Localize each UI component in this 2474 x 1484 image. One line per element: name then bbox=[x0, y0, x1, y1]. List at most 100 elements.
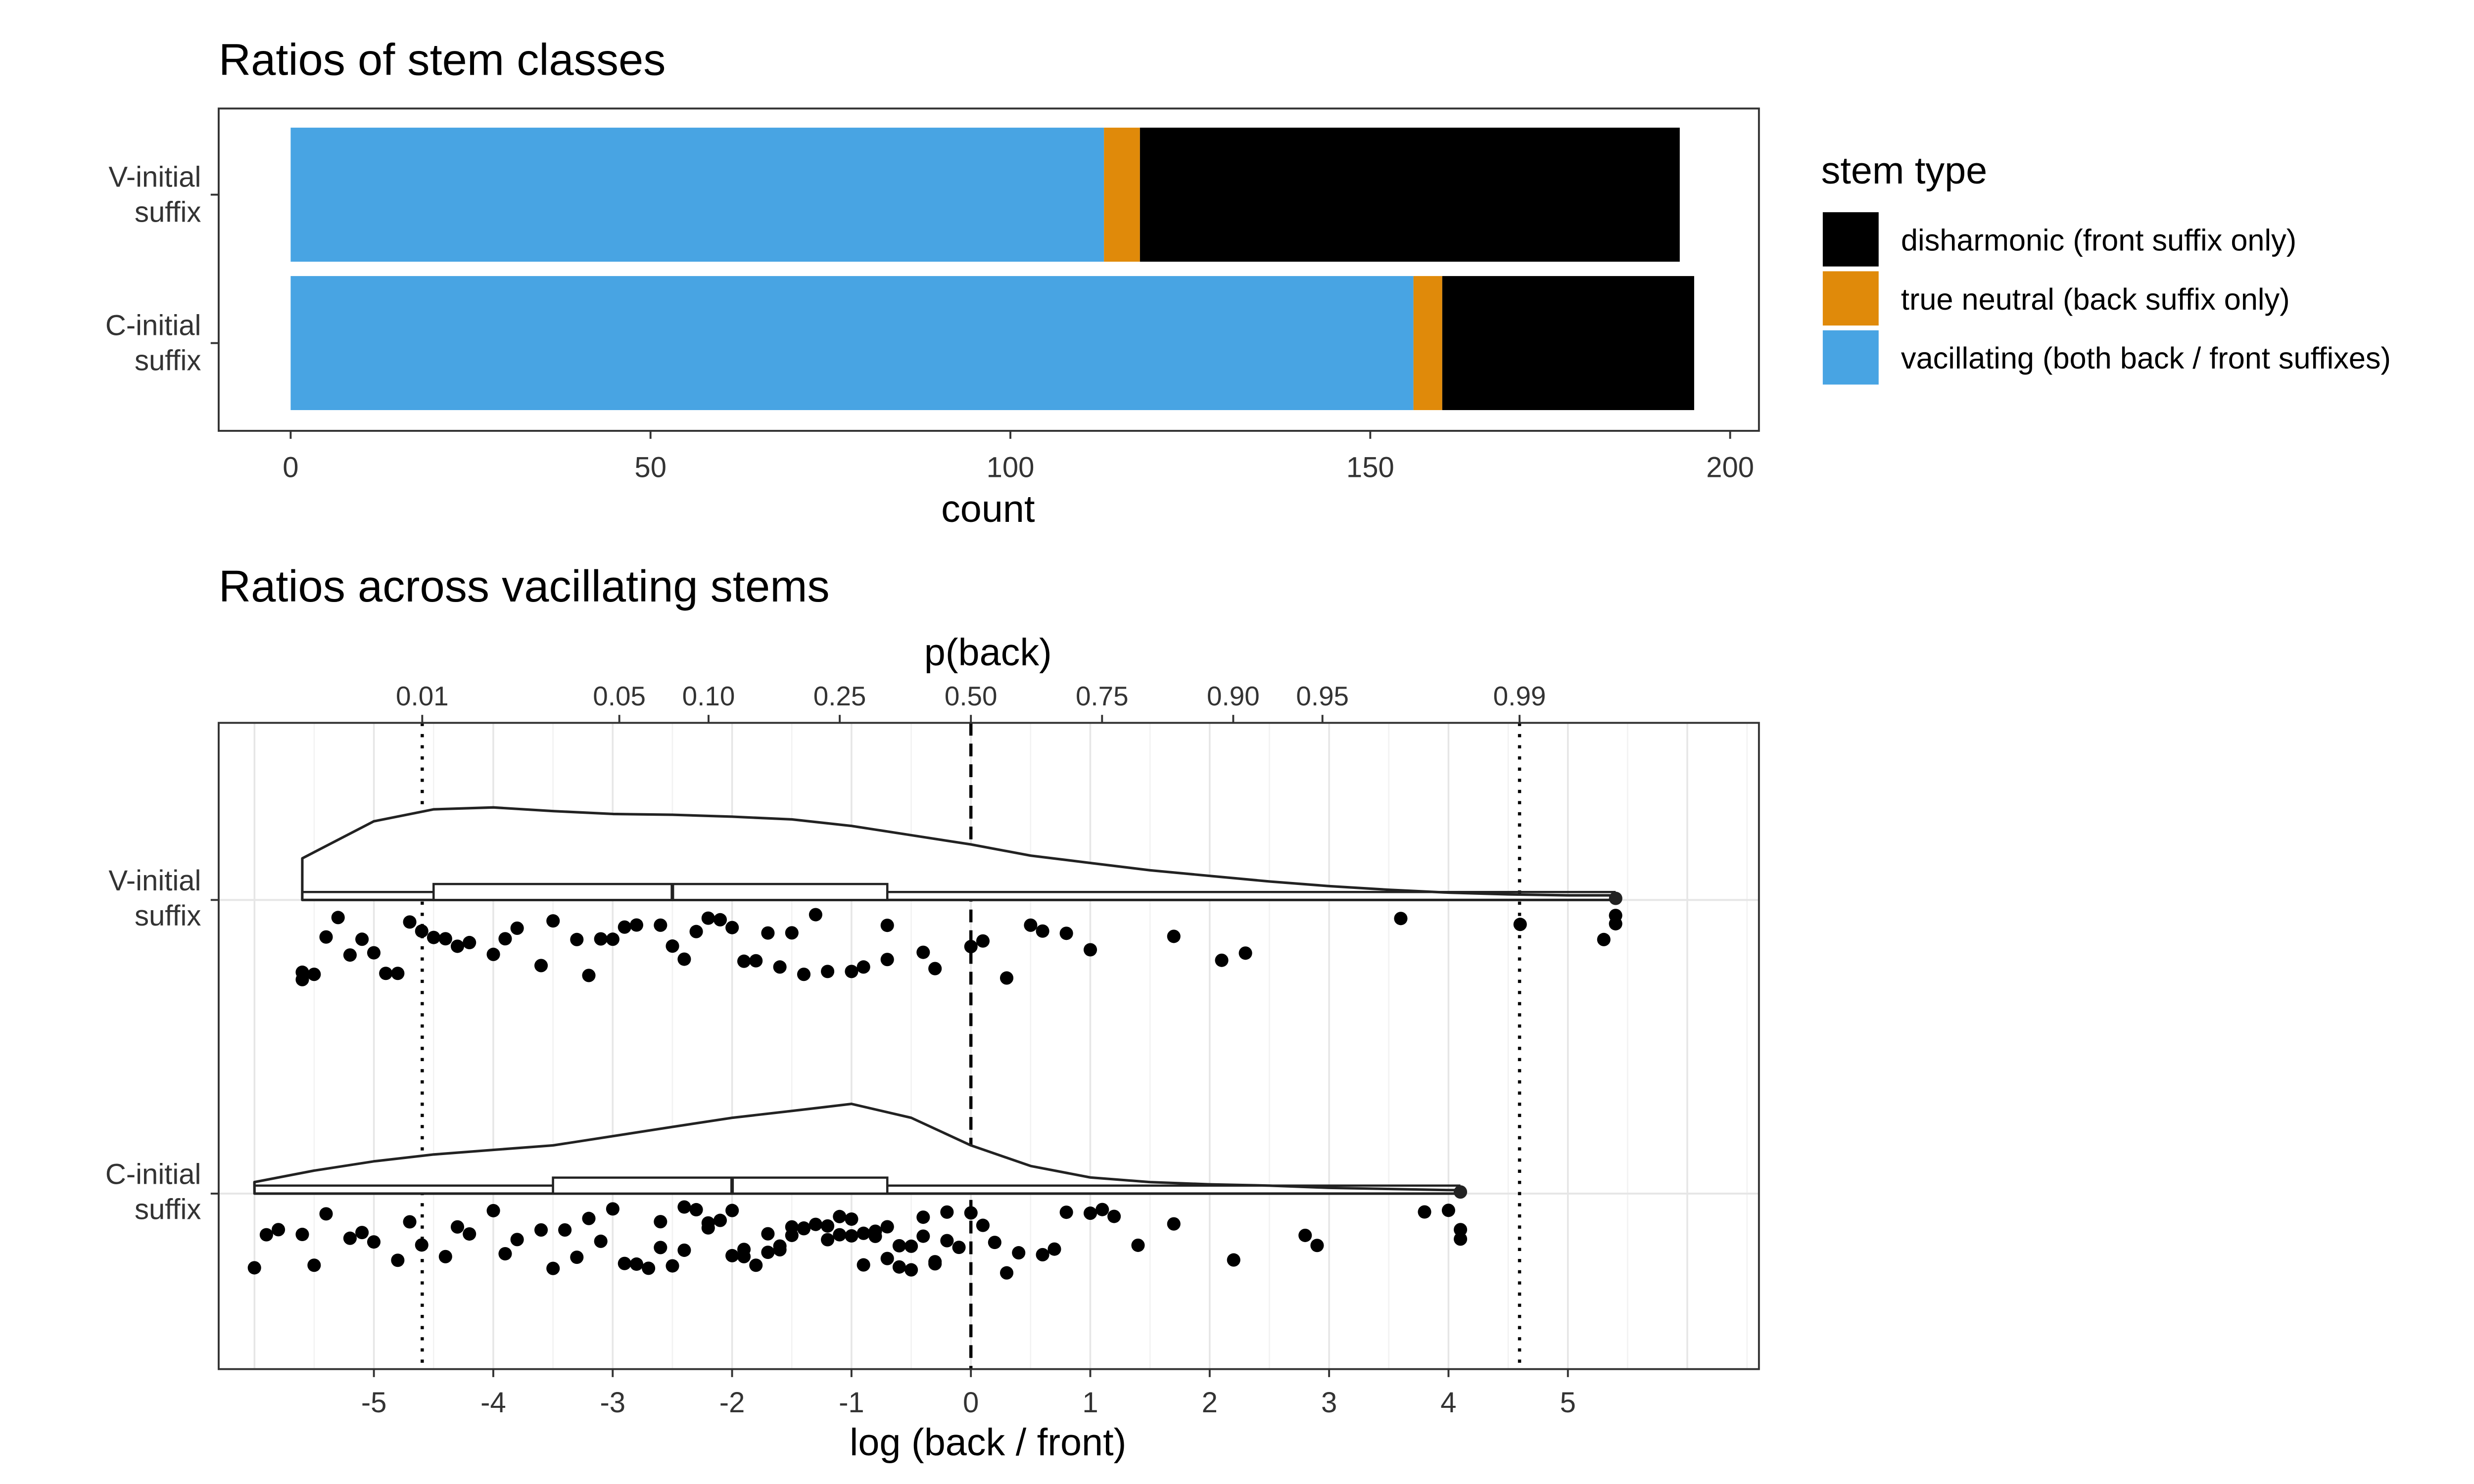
data-point bbox=[486, 1204, 500, 1217]
data-point bbox=[450, 939, 465, 953]
bar-x-tick-label: 100 bbox=[987, 452, 1035, 484]
data-point bbox=[964, 940, 978, 954]
raincloud-y-tick-labels: V-initial suffix C-initial suffix bbox=[105, 865, 219, 1226]
raincloud-x-axis-title: log (back / front) bbox=[850, 1421, 1126, 1464]
data-point bbox=[940, 1234, 954, 1248]
data-point bbox=[1454, 1223, 1468, 1237]
density-curve bbox=[301, 806, 1617, 901]
data-point bbox=[403, 915, 417, 929]
data-point bbox=[438, 1250, 452, 1263]
raincloud-groups bbox=[247, 806, 1622, 1280]
data-point bbox=[725, 921, 739, 934]
data-point bbox=[629, 918, 643, 932]
raincloud-x-tick-label: 3 bbox=[1321, 1387, 1337, 1419]
data-point bbox=[713, 913, 727, 927]
data-point bbox=[988, 1236, 1001, 1250]
data-point bbox=[415, 924, 428, 938]
legend: disharmonic (front suffix only) true neut… bbox=[1822, 212, 2391, 385]
data-point bbox=[438, 932, 452, 946]
bar-segment-v-initial-2 bbox=[1140, 128, 1680, 262]
box-iqr bbox=[432, 882, 889, 901]
data-point bbox=[1131, 1238, 1145, 1252]
data-point bbox=[319, 930, 333, 944]
data-point bbox=[391, 967, 405, 980]
data-point bbox=[1454, 1232, 1468, 1246]
box-iqr bbox=[552, 1176, 889, 1195]
raincloud-x-tick-label: -5 bbox=[361, 1387, 387, 1419]
raincloud-top-tick-label: 0.10 bbox=[682, 681, 735, 711]
bar-x-axis-title: count bbox=[941, 488, 1035, 530]
data-point bbox=[856, 960, 870, 974]
data-point bbox=[606, 1202, 619, 1216]
data-point bbox=[498, 932, 512, 946]
data-point bbox=[964, 1206, 978, 1220]
data-point bbox=[701, 1216, 715, 1230]
data-point bbox=[940, 1205, 954, 1219]
legend-label: disharmonic (front suffix only) bbox=[1901, 223, 2296, 257]
raincloud-x-tick-label: 2 bbox=[1202, 1387, 1218, 1419]
data-point bbox=[606, 932, 619, 946]
bar-x-tick-label: 50 bbox=[634, 452, 666, 484]
bar-chart-title: Ratios of stem classes bbox=[219, 35, 666, 85]
data-point bbox=[295, 973, 309, 986]
data-point bbox=[1036, 924, 1049, 938]
data-point bbox=[976, 1218, 990, 1232]
legend-swatch bbox=[1822, 271, 1879, 326]
data-point bbox=[833, 1228, 847, 1242]
data-point bbox=[259, 1228, 273, 1242]
data-point bbox=[976, 934, 990, 948]
bar-segment-c-initial-1 bbox=[1413, 276, 1442, 411]
data-point bbox=[999, 971, 1014, 985]
data-point bbox=[1310, 1239, 1324, 1252]
data-point bbox=[880, 953, 894, 967]
data-point bbox=[845, 1229, 858, 1243]
raincloud-group-c-initial bbox=[247, 1103, 1468, 1280]
data-point bbox=[1059, 1206, 1073, 1219]
raincloud-x-tick-label: 4 bbox=[1440, 1387, 1456, 1419]
data-point bbox=[355, 1226, 369, 1240]
raincloud-group-v-initial bbox=[295, 806, 1622, 986]
data-point bbox=[797, 1221, 811, 1235]
bar-x-tick-label: 0 bbox=[283, 452, 298, 484]
data-point bbox=[1238, 946, 1252, 960]
data-point bbox=[880, 919, 894, 932]
data-point bbox=[367, 1235, 381, 1249]
data-point bbox=[761, 1246, 775, 1259]
bar-x-tick-label: 150 bbox=[1346, 452, 1394, 484]
data-point bbox=[594, 1234, 608, 1248]
data-point bbox=[701, 911, 715, 925]
data-point bbox=[845, 965, 858, 978]
raincloud-top-tick-label: 0.95 bbox=[1296, 681, 1349, 711]
data-point bbox=[916, 945, 930, 959]
data-point bbox=[749, 954, 763, 968]
bar-y-tick-labels: V-initial suffix C-initial suffix bbox=[105, 161, 219, 376]
data-point bbox=[498, 1247, 512, 1261]
data-point bbox=[761, 1227, 775, 1241]
data-point bbox=[415, 1238, 428, 1252]
bar-x-tick-label: 200 bbox=[1706, 452, 1754, 484]
data-point bbox=[1084, 1206, 1097, 1220]
raincloud-x-tick-label: -4 bbox=[480, 1387, 506, 1419]
legend-label: true neutral (back suffix only) bbox=[1901, 282, 2290, 316]
data-point bbox=[1107, 1209, 1121, 1223]
data-point bbox=[1227, 1253, 1240, 1267]
data-point bbox=[856, 1226, 870, 1240]
data-point bbox=[773, 1243, 787, 1256]
legend-swatch bbox=[1822, 212, 1879, 267]
data-point bbox=[272, 1223, 285, 1237]
raincloud-x-tick-label: -3 bbox=[600, 1387, 625, 1419]
data-point bbox=[1059, 927, 1073, 940]
data-point bbox=[510, 1233, 524, 1247]
data-point bbox=[1012, 1246, 1026, 1260]
raincloud-top-tick-label: 0.90 bbox=[1207, 681, 1260, 711]
data-point bbox=[821, 1233, 835, 1247]
raincloud-top-tick-label: 0.75 bbox=[1076, 681, 1129, 711]
box-outlier bbox=[1454, 1185, 1468, 1199]
data-point bbox=[1298, 1228, 1312, 1242]
data-point bbox=[928, 962, 942, 975]
raincloud-y-tick-label: C-initial suffix bbox=[105, 1159, 201, 1226]
data-point bbox=[809, 1217, 822, 1231]
data-point bbox=[546, 1261, 560, 1275]
raincloud-x-tick-label: -1 bbox=[839, 1387, 864, 1419]
data-point bbox=[1597, 932, 1611, 946]
